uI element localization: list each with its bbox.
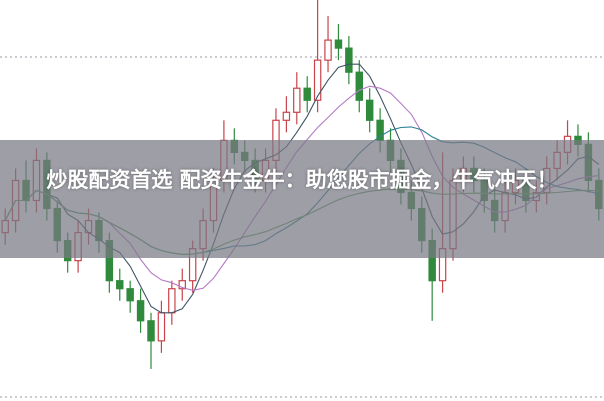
candle-down [136, 300, 145, 322]
candle-down [303, 87, 311, 101]
candle-down [116, 280, 124, 290]
candle-up [178, 280, 186, 290]
candle-up [157, 312, 166, 342]
overlay-title: 炒股配资首选 配资牛金牛：助您股市掘金，牛气冲天！ [46, 168, 558, 192]
candle-up [168, 288, 176, 314]
candle-up [282, 111, 291, 121]
candle-down [345, 47, 353, 73]
candle-down [126, 288, 134, 302]
candle-up [293, 87, 301, 113]
candle-down [365, 99, 374, 121]
candle-down [355, 71, 364, 101]
candle-down [334, 39, 343, 49]
candle-up [313, 59, 322, 101]
title-overlay-band [0, 140, 604, 258]
candle-down [147, 320, 155, 342]
candle-up [324, 39, 332, 61]
